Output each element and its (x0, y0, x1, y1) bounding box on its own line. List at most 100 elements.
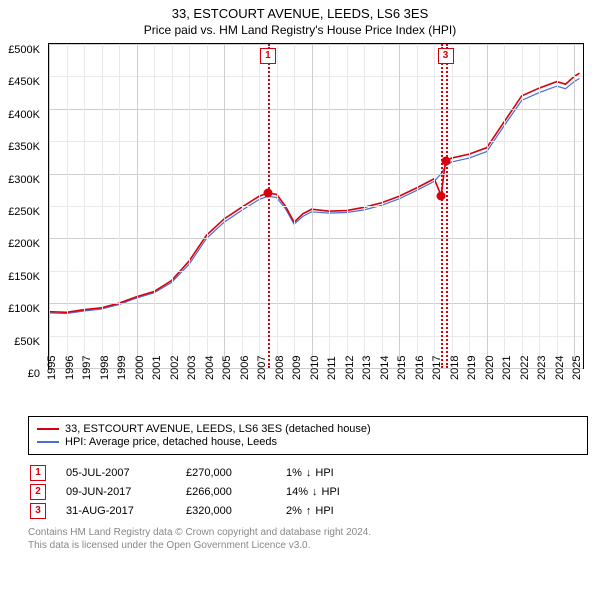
x-tick-label: 2003 (186, 356, 198, 380)
sale-row-marker: 2 (30, 484, 46, 500)
x-tick-label: 2012 (344, 356, 356, 380)
x-tick-label: 2005 (221, 356, 233, 380)
gridline-v (172, 44, 173, 368)
sale-row-marker: 1 (30, 465, 46, 481)
x-tick-label: 2007 (256, 356, 268, 380)
x-tick-label: 2002 (169, 356, 181, 380)
gridline-v (452, 44, 453, 368)
gridline-v (329, 44, 330, 368)
x-tick-label: 2023 (536, 356, 548, 380)
x-tick-label: 2013 (361, 356, 373, 380)
x-tick-label: 2001 (151, 356, 163, 380)
sale-marker-dot (437, 191, 446, 200)
gridline-v (277, 44, 278, 368)
x-tick-label: 2014 (379, 356, 391, 380)
sale-marker-vline (268, 44, 270, 368)
x-tick-label: 1997 (81, 356, 93, 380)
x-tick-label: 2015 (396, 356, 408, 380)
gridline-h (49, 76, 583, 77)
y-tick-label: £200K (8, 238, 40, 250)
legend-label: 33, ESTCOURT AVENUE, LEEDS, LS6 3ES (det… (65, 423, 371, 435)
gridline-v (399, 44, 400, 368)
sale-row-price: £320,000 (186, 505, 266, 517)
y-tick-label: £400K (8, 109, 40, 121)
sale-row-price: £266,000 (186, 486, 266, 498)
sale-row-diff-label: HPI (315, 505, 333, 517)
x-tick-label: 2018 (449, 356, 461, 380)
gridline-v (487, 44, 488, 368)
x-tick-label: 2010 (309, 356, 321, 380)
gridline-v (154, 44, 155, 368)
gridline-v (242, 44, 243, 368)
gridline-v (294, 44, 295, 368)
sale-row: 331-AUG-2017£320,0002%↑HPI (30, 503, 588, 519)
x-tick-label: 2017 (431, 356, 443, 380)
gridline-v (347, 44, 348, 368)
gridline-h (49, 238, 583, 239)
chart-title: 33, ESTCOURT AVENUE, LEEDS, LS6 3ES (0, 6, 600, 21)
gridline-v (434, 44, 435, 368)
attribution-line1: Contains HM Land Registry data © Crown c… (28, 527, 588, 540)
gridline-v (207, 44, 208, 368)
y-tick-label: £500K (8, 44, 40, 56)
gridline-h (49, 206, 583, 207)
sale-row-price: £270,000 (186, 467, 266, 479)
gridline-v (259, 44, 260, 368)
sale-row-date: 09-JUN-2017 (66, 486, 166, 498)
gridline-v (504, 44, 505, 368)
sale-row-diff: 14%↓HPI (286, 486, 366, 498)
sales-table: 1 05-JUL-2007 £270,000 1%↓HPI 2 09-JUN-2017 £2… (30, 465, 588, 519)
x-tick-label: 1998 (99, 356, 111, 380)
x-tick-label: 2004 (204, 356, 216, 380)
x-tick-label: 1999 (116, 356, 128, 380)
gridline-v (137, 44, 138, 368)
gridline-v (189, 44, 190, 368)
y-axis-labels: £0£50K£100K£150K£200K£250K£300K£350K£400… (0, 50, 44, 376)
y-tick-label: £450K (8, 76, 40, 88)
y-tick-label: £100K (8, 303, 40, 315)
sale-row-diff-pct: 2% (286, 505, 302, 517)
plot-area: 13 (48, 43, 584, 369)
legend-swatch (37, 441, 59, 443)
attribution: Contains HM Land Registry data © Crown c… (28, 527, 588, 552)
gridline-v (84, 44, 85, 368)
sale-marker-vline (446, 44, 448, 368)
x-tick-label: 2021 (501, 356, 513, 380)
gridline-h (49, 44, 583, 45)
gridline-v (67, 44, 68, 368)
gridline-v (574, 44, 575, 368)
x-tick-label: 2009 (291, 356, 303, 380)
arrow-down-icon: ↓ (306, 467, 312, 479)
x-tick-label: 2008 (274, 356, 286, 380)
legend-item: HPI: Average price, detached house, Leed… (37, 436, 579, 448)
x-tick-label: 2000 (134, 356, 146, 380)
gridline-h (49, 174, 583, 175)
x-tick-label: 1995 (46, 356, 58, 380)
lower-panel: 33, ESTCOURT AVENUE, LEEDS, LS6 3ES (det… (28, 416, 588, 552)
sale-marker-label: 3 (438, 48, 454, 64)
gridline-v (312, 44, 313, 368)
gridline-h (49, 271, 583, 272)
gridline-h (49, 336, 583, 337)
y-tick-label: £150K (8, 271, 40, 283)
y-tick-label: £0 (28, 368, 40, 380)
sale-row-diff-label: HPI (322, 486, 340, 498)
attribution-line2: This data is licensed under the Open Gov… (28, 540, 588, 553)
sale-row-date: 05-JUL-2007 (66, 467, 166, 479)
gridline-v (522, 44, 523, 368)
legend-item: 33, ESTCOURT AVENUE, LEEDS, LS6 3ES (det… (37, 423, 579, 435)
x-tick-label: 2019 (466, 356, 478, 380)
sale-row-date: 31-AUG-2017 (66, 505, 166, 517)
x-tick-label: 2006 (239, 356, 251, 380)
gridline-v (119, 44, 120, 368)
x-tick-label: 2016 (414, 356, 426, 380)
y-tick-label: £250K (8, 206, 40, 218)
gridline-v (382, 44, 383, 368)
x-tick-label: 2020 (484, 356, 496, 380)
arrow-down-icon: ↓ (312, 486, 318, 498)
gridline-v (539, 44, 540, 368)
sale-row-diff: 1%↓HPI (286, 467, 366, 479)
series-line (49, 78, 579, 313)
legend-label: HPI: Average price, detached house, Leed… (65, 436, 277, 448)
gridline-v (224, 44, 225, 368)
